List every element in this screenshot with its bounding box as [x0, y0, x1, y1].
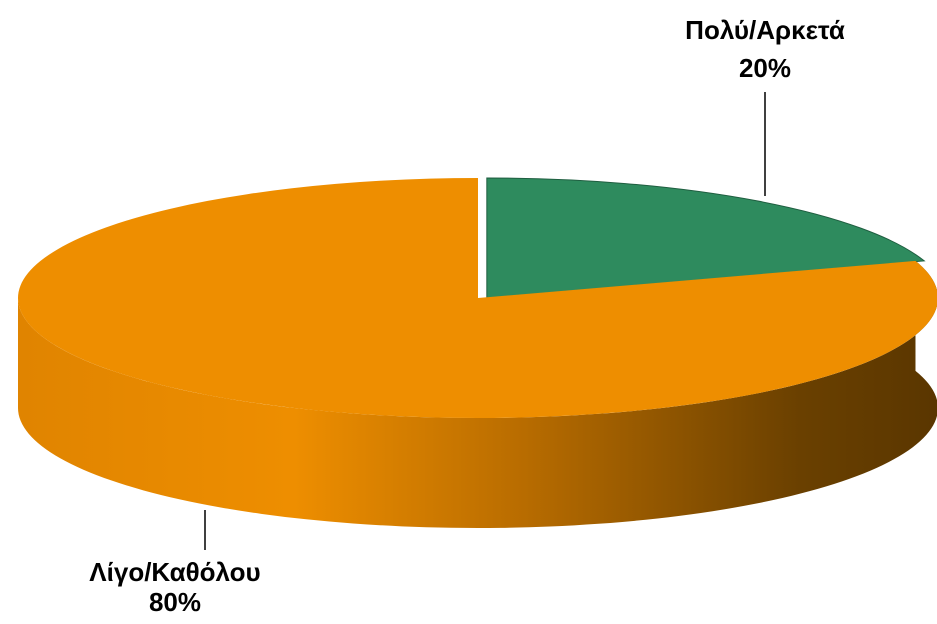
pie	[18, 177, 937, 528]
slice-label: Λίγο/Καθόλου	[89, 557, 260, 587]
slice-value-label: 20%	[739, 53, 791, 83]
slice	[18, 178, 937, 418]
slice-label: Πολύ/Αρκετά	[685, 15, 845, 45]
slice-value-label: 80%	[149, 587, 201, 617]
slice-side	[18, 260, 937, 528]
slice	[486, 177, 926, 299]
